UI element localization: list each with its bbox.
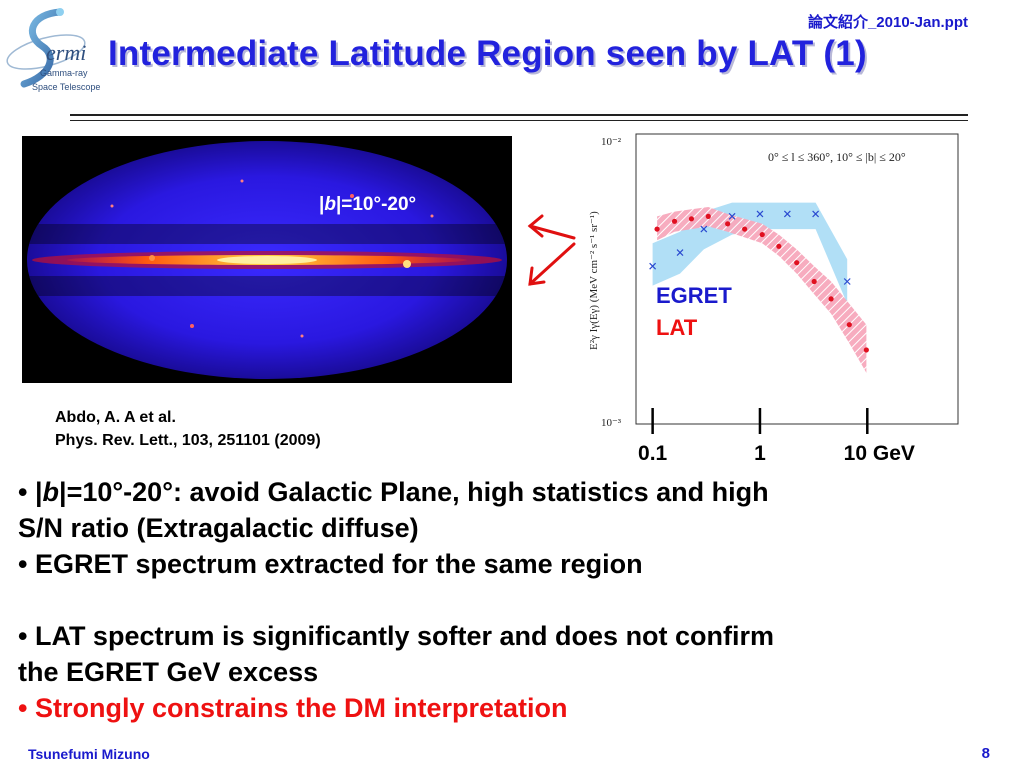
bullet-list: • |b|=10°-20°: avoid Galactic Plane, hig…	[18, 474, 1008, 726]
lat-point	[794, 260, 800, 266]
lat-point	[742, 226, 748, 232]
bullet-3: • LAT spectrum is significantly softer a…	[18, 621, 775, 651]
egret-point	[756, 210, 764, 218]
citation-authors: Abdo, A. A et al.	[55, 409, 176, 426]
logo-sub1: Gamma-ray	[40, 68, 88, 78]
region-arrows	[527, 214, 576, 286]
egret-point	[783, 210, 791, 218]
fermi-logo: ermi Gamma-ray Space Telescope	[6, 8, 100, 92]
chart-bands	[652, 202, 867, 373]
legend-egret: EGRET	[656, 283, 732, 308]
lat-point	[705, 213, 711, 219]
citation-journal: Phys. Rev. Lett., 103, 251101 (2009)	[55, 432, 321, 449]
logo-wordmark: ermi	[46, 40, 86, 65]
legend-lat: LAT	[656, 315, 698, 340]
title-rule-bottom	[70, 120, 968, 121]
bullet-1-cont: S/N ratio (Extragalactic diffuse)	[18, 513, 419, 543]
plot-frame	[635, 133, 959, 425]
logo-sub2: Space Telescope	[32, 82, 100, 92]
egret-point	[676, 249, 684, 257]
x-tick-label: 1	[754, 442, 766, 465]
lat-band	[657, 207, 867, 373]
x-ticks: 0.1 1 10 GeV	[638, 408, 915, 465]
lat-point	[811, 278, 817, 285]
egret-point	[649, 262, 657, 270]
bullet-2: • EGRET spectrum extracted for the same …	[18, 549, 643, 579]
lat-point	[828, 296, 834, 302]
x-tick-label: 0.1	[638, 442, 668, 465]
band-label: |b|=10°-20°	[319, 194, 416, 215]
page-number: 8	[981, 745, 990, 762]
chart-points	[649, 210, 869, 353]
y-axis-label: E²γ Iγ(Eγ) (MeV cm⁻² s⁻¹ sr⁻¹)	[588, 211, 600, 350]
title-rule-top	[70, 114, 968, 116]
lat-point	[654, 226, 660, 232]
lat-point	[759, 231, 765, 238]
egret-point	[728, 212, 736, 220]
egret-point	[812, 210, 820, 218]
x-tick-label: 10 GeV	[844, 442, 915, 465]
bullet-1: • |b|=10°-20°: avoid Galactic Plane, hig…	[18, 477, 769, 507]
bullet-4: • Strongly constrains the DM interpretat…	[18, 693, 568, 723]
lat-point	[863, 347, 869, 353]
lat-point	[671, 218, 678, 224]
spectrum-chart: 10⁻² 10⁻³ 0° ≤ l ≤ 360°, 10° ≤ |b| ≤ 20°…	[588, 133, 959, 465]
lat-point	[776, 243, 782, 249]
bullet-3-cont: the EGRET GeV excess	[18, 657, 319, 687]
file-label: 論文紹介_2010-Jan.ppt	[807, 14, 968, 31]
lat-point	[846, 322, 852, 328]
lat-point	[725, 221, 731, 227]
citation: Abdo, A. A et al. Phys. Rev. Lett., 103,…	[55, 406, 321, 452]
footer-author: Tsunefumi Mizuno	[28, 746, 150, 762]
egret-point	[700, 225, 708, 233]
y-tick-label: 10⁻³	[601, 417, 622, 429]
egret-band	[652, 202, 848, 304]
lat-point	[688, 216, 695, 222]
slide-title: Intermediate Latitude Region seen by LAT…	[108, 34, 867, 73]
y-tick-label: 10⁻²	[601, 136, 622, 148]
chart-title: 0° ≤ l ≤ 360°, 10° ≤ |b| ≤ 20°	[768, 150, 906, 164]
egret-point	[843, 278, 851, 285]
lat-skymap-image: |b|=10°-20°	[22, 136, 512, 383]
